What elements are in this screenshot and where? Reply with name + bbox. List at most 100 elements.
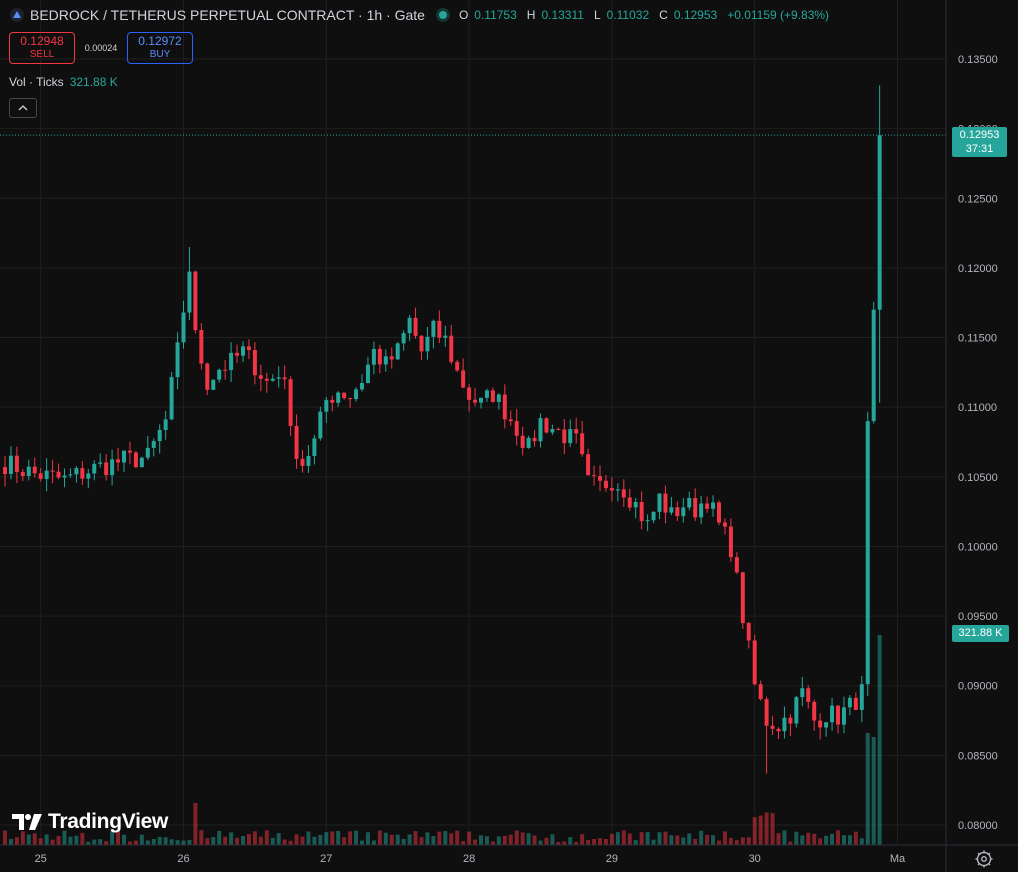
volume-bar (211, 837, 216, 845)
candle-body (270, 378, 275, 381)
volume-bar (776, 833, 781, 845)
candle-body (609, 488, 614, 491)
candle-body (312, 438, 317, 456)
volume-bar (717, 840, 721, 845)
volume-bar (568, 837, 573, 845)
volume-bar (282, 839, 287, 845)
candle-body (86, 473, 91, 479)
volume-bar (419, 837, 424, 845)
volume-bar (449, 833, 454, 845)
candle-body (32, 466, 37, 474)
candle-body (252, 350, 257, 376)
candle-body (20, 472, 25, 477)
volume-price-tag: 321.88 K (952, 625, 1009, 642)
volume-bar (62, 830, 67, 845)
open-value: 0.11753 (474, 8, 517, 22)
bar-countdown: 37:31 (965, 143, 994, 155)
y-tick-label: 0.08000 (958, 820, 998, 832)
volume-bar (300, 836, 305, 845)
volume-bar (806, 832, 811, 845)
volume-bar (8, 839, 13, 845)
volume-bar (401, 838, 406, 845)
candle-body (181, 312, 186, 343)
buy-button[interactable]: 0.12972 BUY (127, 32, 193, 64)
volume-bar (562, 841, 567, 845)
market-status-icon (438, 11, 447, 19)
volume-bar (127, 841, 132, 845)
y-tick-label: 0.09000 (958, 681, 998, 693)
candle-body (407, 317, 412, 334)
symbol-title[interactable]: BEDROCK / TETHERUS PERPETUAL CONTRACT · … (30, 7, 425, 23)
volume-bar (157, 836, 162, 845)
candle-body (496, 394, 501, 402)
chevron-up-icon (18, 105, 28, 111)
candle-body (282, 377, 287, 380)
candle-body (68, 474, 73, 476)
volume-bar (181, 840, 186, 845)
volume-bar (26, 834, 31, 845)
volume-bar (389, 834, 394, 845)
last-price-tag: 0.12953 37:31 (952, 127, 1007, 157)
volume-bar (193, 803, 198, 845)
candle-body (294, 425, 299, 459)
y-tick-label: 0.10500 (958, 472, 998, 484)
volume-bar (133, 840, 138, 845)
volume-bar (675, 835, 680, 845)
x-tick-label: Ma (890, 853, 906, 865)
volume-bar (520, 832, 525, 845)
volume-bar (44, 834, 49, 845)
buy-label: BUY (149, 49, 171, 60)
candle-body (788, 717, 793, 724)
tradingview-logo[interactable]: TradingView (12, 810, 168, 834)
volume-bar (746, 837, 751, 845)
volume-bar (627, 833, 632, 845)
change-value: +0.01159 (+9.83%) (727, 8, 830, 22)
candle-body (865, 421, 870, 685)
volume-bar (354, 830, 359, 845)
candle-body (377, 348, 382, 365)
candle-body (859, 684, 864, 710)
volume-legend[interactable]: Vol · Ticks 321.88 K (9, 75, 118, 89)
sell-button[interactable]: 0.12948 SELL (9, 32, 75, 64)
collapse-legend-button[interactable] (9, 98, 37, 118)
volume-bar (657, 832, 662, 845)
candle-body (853, 697, 858, 710)
candle-body (431, 320, 436, 337)
candle-body (437, 320, 442, 338)
candle-body (812, 701, 817, 721)
candle-body (645, 520, 650, 522)
volume-bar (824, 835, 829, 845)
candle-body (163, 419, 168, 430)
candle-body (389, 356, 394, 360)
candle-body (223, 369, 228, 371)
volume-bar (3, 830, 7, 845)
symbol-logo-icon (10, 8, 24, 22)
volume-bar (443, 831, 448, 845)
x-tick-label: 27 (320, 853, 332, 865)
candle-body (824, 722, 829, 728)
gear-icon[interactable] (974, 849, 994, 869)
candle-body (110, 459, 115, 476)
volume-bar (455, 830, 460, 845)
volume-bar (526, 833, 531, 845)
volume-bar (794, 831, 799, 845)
volume-bar (163, 837, 168, 845)
volume-bar (151, 839, 156, 845)
y-tick-label: 0.12000 (958, 263, 998, 275)
candle-body (520, 435, 525, 448)
volume-bar (877, 635, 882, 845)
candle-body (479, 397, 483, 403)
volume-bar (722, 831, 727, 845)
volume-bar (187, 839, 192, 845)
x-tick-label: 30 (749, 853, 761, 865)
price-candles (3, 85, 882, 774)
volume-bar (342, 837, 347, 845)
trade-panel: 0.12948 SELL 0.00024 0.12972 BUY (9, 32, 193, 64)
candle-body (211, 379, 216, 390)
candle-body (116, 459, 121, 463)
candle-body (621, 489, 626, 498)
candle-body (544, 418, 549, 433)
candle-body (841, 707, 846, 725)
